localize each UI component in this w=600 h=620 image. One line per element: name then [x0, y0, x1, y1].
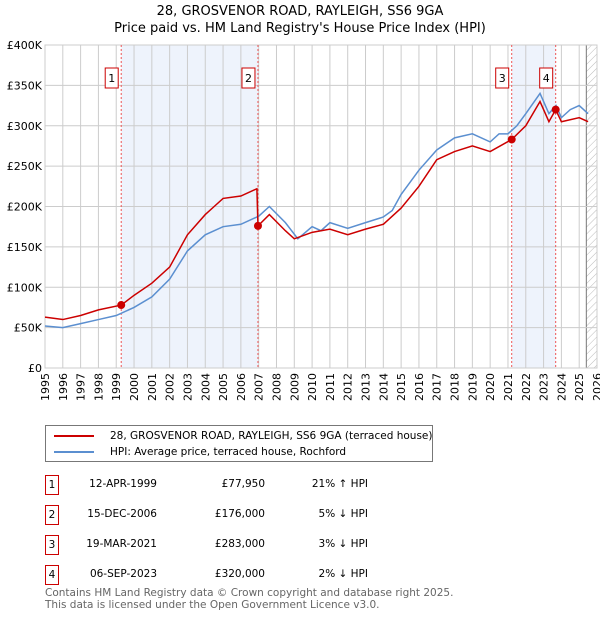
chart-title: 28, GROSVENOR ROAD, RAYLEIGH, SS6 9GA Pri…: [0, 3, 600, 37]
x-tick-label: 2026: [591, 373, 600, 401]
legend-label: HPI: Average price, terraced house, Roch…: [110, 446, 347, 458]
sale-marker-badge: 4: [45, 565, 59, 585]
x-tick-label: 2017: [431, 373, 444, 401]
sale-marker-box: [539, 67, 554, 89]
x-tick-label: 1999: [110, 373, 123, 401]
x-tick-label: 2014: [377, 373, 390, 401]
sale-marker-label: 3: [499, 72, 506, 85]
y-tick-label: £350K: [7, 79, 43, 92]
y-tick-label: £300K: [7, 120, 43, 133]
hpi-diff: 2% ↓ HPI: [318, 568, 368, 580]
y-tick-label: £150K: [7, 241, 43, 254]
property-price-line: [44, 99, 589, 321]
x-tick-label: 2008: [270, 373, 283, 401]
x-tick-label: 2016: [413, 373, 426, 401]
sale-point: [551, 105, 560, 114]
price-chart: 1995 1996 1997 1998 1999 2000 2001 2002 2003 2004…: [7, 39, 600, 401]
y-tick-label: £250K: [7, 160, 43, 173]
x-tick-label: 2011: [324, 373, 337, 401]
x-tick-label: 2020: [484, 373, 497, 401]
sale-point: [253, 221, 262, 230]
x-tick-label: 2006: [235, 373, 248, 401]
sale-marker-box: [495, 67, 510, 89]
red-line-swatch: [54, 435, 94, 437]
hpi-diff: 21% ↑ HPI: [311, 478, 368, 490]
x-tick-label: 2002: [164, 373, 177, 401]
x-tick-label: 2021: [502, 373, 515, 401]
hpi-line: [44, 91, 589, 329]
y-tick-label: £0: [28, 362, 42, 375]
hpi-diff: 3% ↓ HPI: [318, 538, 368, 550]
y-tick-label: £100K: [7, 281, 43, 294]
x-tick-label: 2000: [128, 373, 141, 401]
x-tick-label: 2023: [538, 373, 551, 401]
plot-border: [44, 44, 598, 369]
sale-date: 12-APR-1999: [89, 478, 157, 490]
y-tick-label: £400K: [7, 39, 43, 52]
blue-line-swatch: [54, 451, 94, 453]
x-tick-label: 2018: [449, 373, 462, 401]
legend: 28, GROSVENOR ROAD, RAYLEIGH, SS6 9GA (t…: [45, 425, 433, 462]
sale-date: 19-MAR-2021: [86, 538, 157, 550]
sale-marker-box: [241, 67, 256, 89]
sale-marker-badge: 3: [45, 535, 59, 555]
x-tick-label: 2022: [520, 373, 533, 401]
x-tick-label: 2009: [288, 373, 301, 401]
x-tick-label: 2025: [573, 373, 586, 401]
sale-date: 15-DEC-2006: [87, 508, 157, 520]
sale-price: £176,000: [214, 508, 265, 520]
subtitle-line: Price paid vs. HM Land Registry's House …: [114, 21, 486, 36]
sale-price: £283,000: [214, 538, 265, 550]
sale-marker-badge: 2: [45, 505, 59, 525]
y-tick-label: £50K: [14, 322, 43, 335]
sale-row: 4 06-SEP-2023 £320,000 2% ↓ HPI: [45, 565, 405, 585]
sale-marker-label: 1: [108, 72, 115, 85]
legend-label: 28, GROSVENOR ROAD, RAYLEIGH, SS6 9GA (t…: [110, 430, 433, 442]
x-tick-label: 2004: [199, 373, 212, 401]
x-tick-label: 2005: [217, 373, 230, 401]
x-tick-label: 2001: [146, 373, 159, 401]
sale-row: 1 12-APR-1999 £77,950 21% ↑ HPI: [45, 475, 405, 495]
x-tick-label: 2019: [466, 373, 479, 401]
x-tick-label: 2024: [555, 373, 568, 401]
x-tick-label: 1997: [75, 373, 88, 401]
hpi-diff: 5% ↓ HPI: [318, 508, 368, 520]
x-tick-label: 1998: [92, 373, 105, 401]
sale-date: 06-SEP-2023: [89, 568, 157, 580]
x-tick-label: 2007: [253, 373, 266, 401]
sale-marker-badge: 1: [45, 475, 59, 495]
sale-point: [507, 135, 516, 144]
sale-row: 2 15-DEC-2006 £176,000 5% ↓ HPI: [45, 505, 405, 525]
legend-item-property: 28, GROSVENOR ROAD, RAYLEIGH, SS6 9GA (t…: [54, 430, 432, 442]
sale-price: £320,000: [214, 568, 265, 580]
title-line: 28, GROSVENOR ROAD, RAYLEIGH, SS6 9GA: [156, 4, 444, 19]
footer-line: Contains HM Land Registry data © Crown c…: [45, 587, 454, 599]
sale-price: £77,950: [221, 478, 265, 490]
x-tick-label: 2013: [360, 373, 373, 401]
y-tick-label: £200K: [7, 201, 43, 214]
sale-marker-label: 2: [245, 72, 252, 85]
sale-point: [117, 301, 126, 310]
sale-marker-box: [104, 67, 119, 89]
x-tick-label: 2012: [342, 373, 355, 401]
footer: Contains HM Land Registry data © Crown c…: [45, 587, 453, 611]
sale-row: 3 19-MAR-2021 £283,000 3% ↓ HPI: [45, 535, 405, 555]
x-tick-label: 2015: [395, 373, 408, 401]
footer-line: This data is licensed under the Open Gov…: [45, 599, 380, 611]
x-tick-label: 2010: [306, 373, 319, 401]
legend-item-hpi: HPI: Average price, terraced house, Roch…: [54, 446, 346, 458]
x-tick-label: 1996: [57, 373, 70, 401]
sale-marker-label: 4: [543, 72, 550, 85]
x-tick-label: 2003: [181, 373, 194, 401]
x-tick-label: 1995: [39, 373, 52, 401]
